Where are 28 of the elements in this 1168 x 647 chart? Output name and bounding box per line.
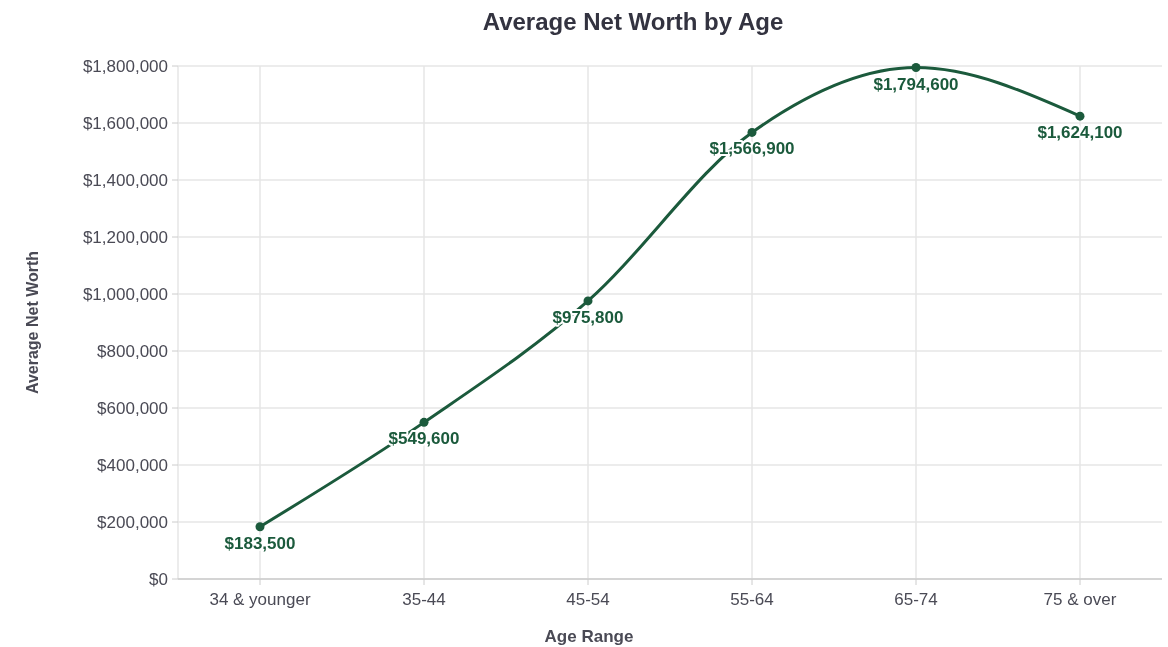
data-label: $1,794,600: [873, 74, 959, 94]
data-label: $183,500: [224, 533, 296, 553]
y-axis-title: Average Net Worth: [24, 250, 41, 395]
data-label: $1,624,100: [1037, 123, 1123, 143]
point: [1075, 111, 1085, 121]
x-axis-title: Age Range: [544, 627, 634, 646]
y-tick-label: $800,000: [97, 341, 168, 361]
y-tick-label: $400,000: [97, 455, 168, 475]
point: [911, 63, 921, 73]
x-tick-label: 45-54: [566, 590, 610, 609]
y-tick-label: $600,000: [97, 398, 168, 418]
x-tick-label: 65-74: [894, 590, 938, 609]
y-tick-label: $200,000: [97, 512, 168, 532]
x-tick-label: 55-64: [730, 590, 774, 609]
y-tick-label: $0: [149, 569, 168, 589]
y-tick-label: $1,400,000: [82, 170, 168, 190]
y-tick-label: $1,600,000: [82, 113, 168, 133]
point: [747, 127, 757, 137]
x-tick-label: 75 & over: [1043, 590, 1117, 609]
x-tick-label: 35-44: [402, 590, 446, 609]
point: [419, 417, 429, 427]
point: [255, 522, 265, 532]
chart-title: Average Net Worth by Age: [482, 8, 784, 35]
point: [583, 296, 593, 306]
y-tick-label: $1,200,000: [82, 227, 168, 247]
y-tick-label: $1,000,000: [82, 284, 168, 304]
y-tick-label: $1,800,000: [82, 56, 168, 76]
x-tick-label: 34 & younger: [209, 590, 311, 609]
